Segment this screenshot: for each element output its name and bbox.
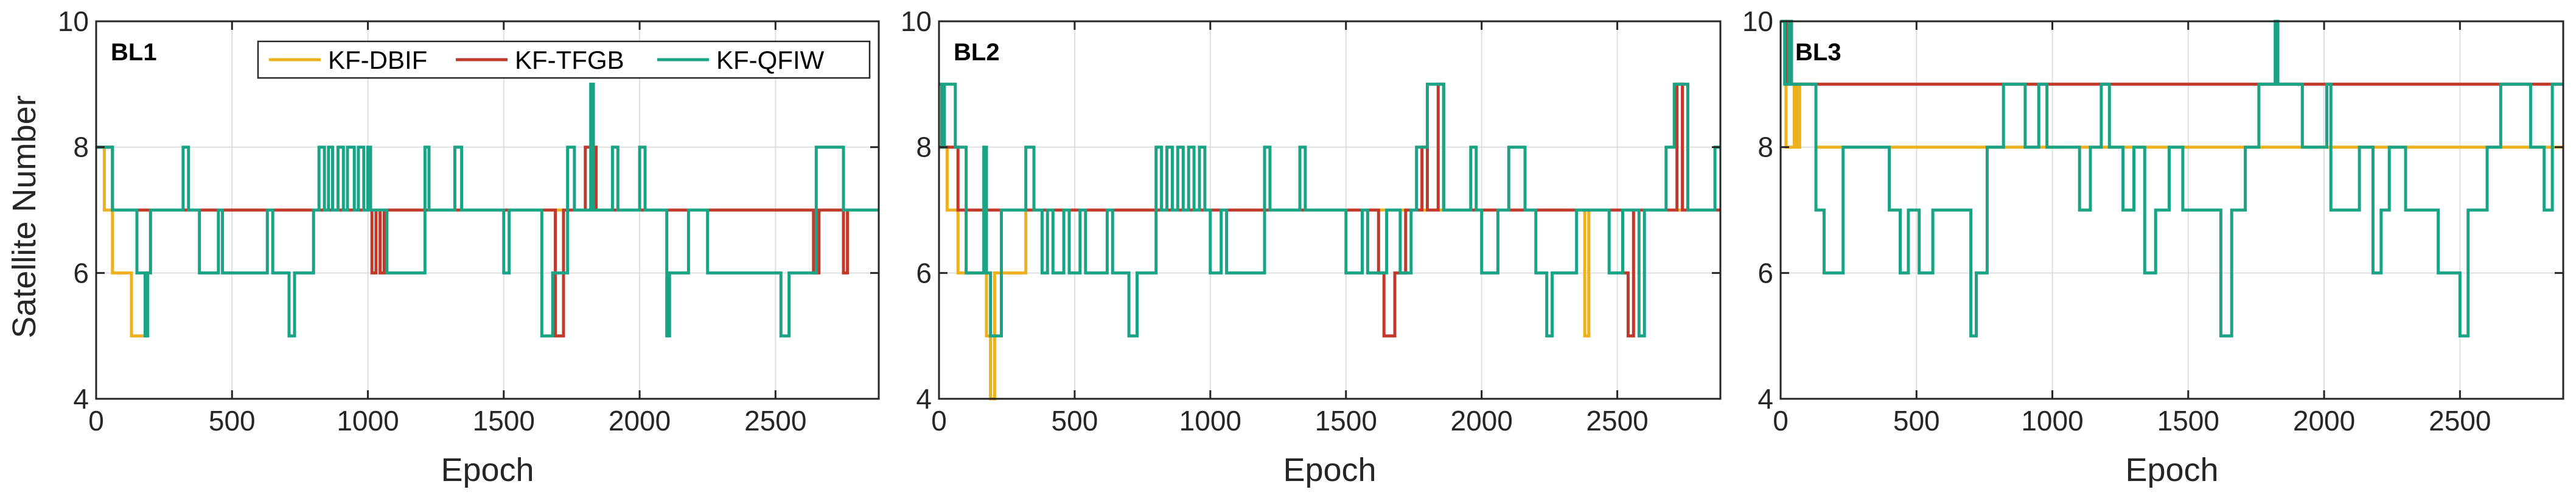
x-tick-label: 1000 (1179, 405, 1241, 437)
y-tick-label: 4 (73, 383, 89, 415)
x-tick-label: 2500 (2429, 405, 2491, 437)
x-tick-label: 1500 (2157, 405, 2219, 437)
panel-label: BL3 (1795, 39, 1841, 66)
x-tick-label: 0 (1773, 405, 1789, 437)
series-line-kf-qfiw (1781, 19, 2563, 338)
panel-bl3: 0 500 1000 1500 2000 2500 4 6 8 10 Epoch BL3 (1742, 5, 2564, 488)
legend-box (257, 40, 871, 79)
x-tick-label: 2000 (2293, 405, 2355, 437)
panel-label: BL2 (954, 39, 1000, 66)
y-tick-label: 10 (1742, 5, 1773, 37)
y-tick-label: 4 (1757, 383, 1773, 415)
x-tick-label: 500 (1052, 405, 1098, 437)
x-tick-label: 2500 (744, 405, 806, 437)
x-axis-title: Epoch (1283, 452, 1376, 488)
y-tick-label: 4 (916, 383, 932, 415)
x-tick-label: 1500 (473, 405, 535, 437)
y-tick-label: 8 (1757, 132, 1773, 163)
y-tick-label: 8 (73, 132, 89, 163)
y-tick-label: 6 (916, 257, 932, 289)
panel-bl2: 0 500 1000 1500 2000 2500 4 6 8 10 Epoch BL2 (901, 5, 1722, 488)
x-tick-label: 2500 (1586, 405, 1648, 437)
x-axis-title: Epoch (2125, 452, 2218, 488)
x-tick-label: 2000 (609, 405, 671, 437)
legend-entry: KF-DBIF (328, 46, 427, 74)
axes-box (1779, 20, 2564, 400)
x-axis-title: Epoch (441, 452, 534, 488)
y-tick-label: 6 (73, 257, 89, 289)
series-line-kf-qfiw (939, 82, 1720, 338)
legend-entry: KF-QFIW (716, 46, 825, 74)
x-tick-label: 0 (931, 405, 947, 437)
y-tick-label: 6 (1757, 257, 1773, 289)
legend: KF-DBIF KF-TFGB KF-QFIW (257, 40, 871, 79)
x-tick-label: 1500 (1315, 405, 1377, 437)
y-tick-label: 10 (58, 5, 89, 37)
y-axis-title: Satellite Number (6, 95, 43, 338)
panel-bl1: 0 500 1000 1500 2000 2500 4 6 8 10 Epoch BL1 KF-DBIF… (58, 5, 880, 488)
x-tick-label: 1000 (2021, 405, 2083, 437)
x-tick-label: 2000 (1450, 405, 1512, 437)
axes-box (938, 20, 1722, 400)
x-tick-label: 1000 (337, 405, 399, 437)
x-tick-label: 500 (1893, 405, 1940, 437)
y-tick-label: 10 (901, 5, 932, 37)
x-tick-label: 0 (88, 405, 104, 437)
axes-box (95, 20, 880, 400)
panel-label: BL1 (111, 39, 157, 66)
series-line-kf-qfiw (96, 82, 879, 338)
y-tick-label: 8 (916, 132, 932, 163)
legend-entry: KF-TFGB (515, 46, 624, 74)
x-tick-label: 500 (209, 405, 256, 437)
